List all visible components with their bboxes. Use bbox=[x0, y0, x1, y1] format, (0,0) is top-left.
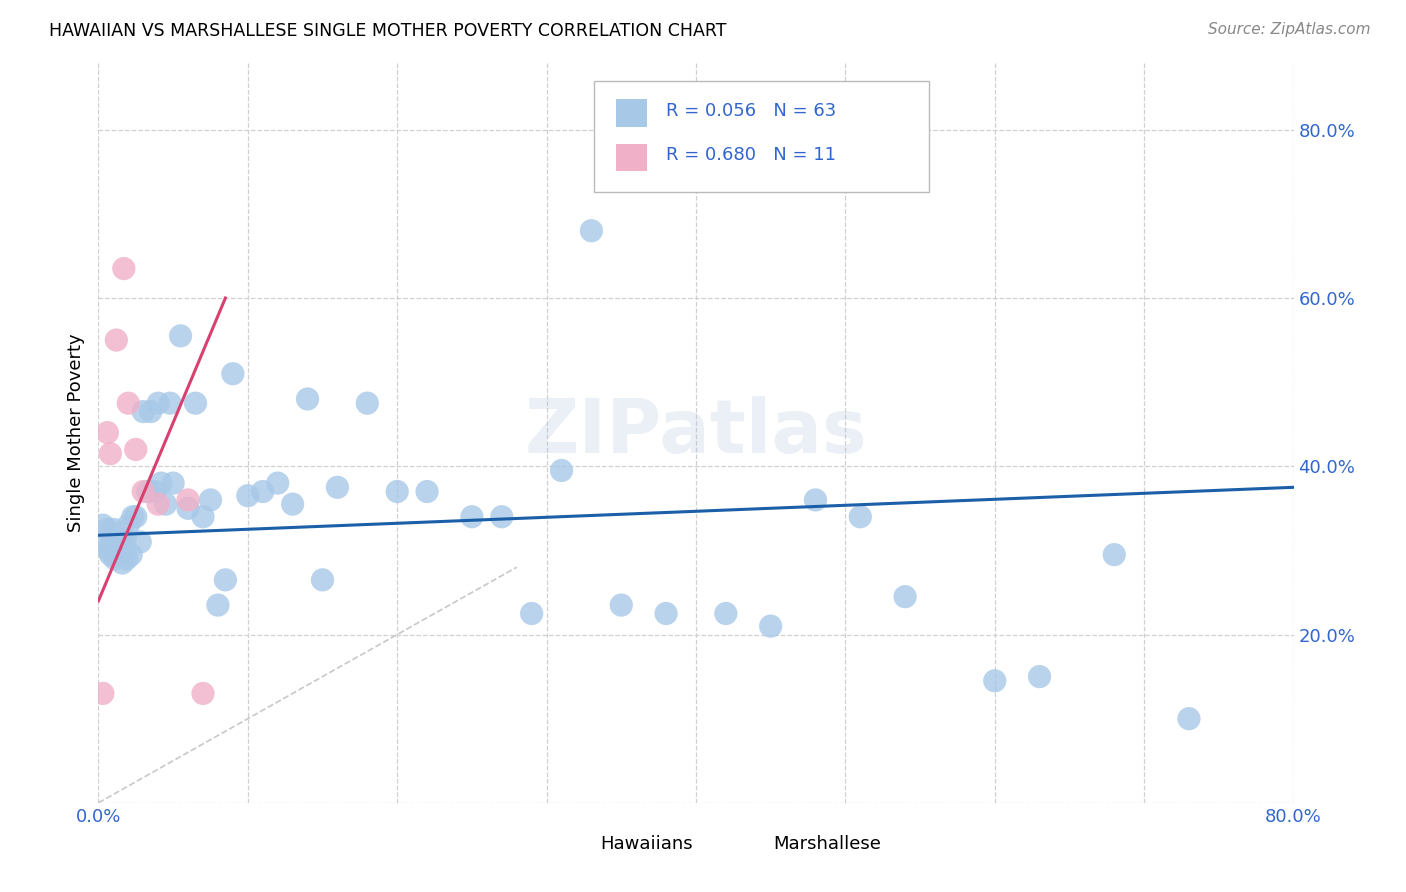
Point bbox=[200, 492, 222, 507]
Text: R = 0.680   N = 11: R = 0.680 N = 11 bbox=[666, 146, 837, 164]
Point bbox=[385, 484, 409, 499]
Point bbox=[984, 673, 1007, 688]
Point bbox=[191, 509, 214, 524]
Point bbox=[110, 535, 132, 549]
Point bbox=[103, 522, 125, 536]
Point bbox=[125, 509, 148, 524]
Point bbox=[1104, 548, 1126, 562]
Point bbox=[114, 531, 136, 545]
Point bbox=[104, 551, 127, 566]
Point bbox=[115, 551, 138, 566]
FancyBboxPatch shape bbox=[728, 830, 765, 857]
Point bbox=[132, 404, 155, 418]
Point bbox=[91, 686, 114, 700]
Point bbox=[581, 224, 603, 238]
FancyBboxPatch shape bbox=[616, 144, 647, 171]
Point bbox=[326, 480, 349, 494]
Point bbox=[281, 497, 304, 511]
Point bbox=[162, 476, 184, 491]
Point bbox=[804, 492, 827, 507]
Text: Source: ZipAtlas.com: Source: ZipAtlas.com bbox=[1208, 22, 1371, 37]
Text: HAWAIIAN VS MARSHALLESE SINGLE MOTHER POVERTY CORRELATION CHART: HAWAIIAN VS MARSHALLESE SINGLE MOTHER PO… bbox=[49, 22, 727, 40]
Point bbox=[107, 548, 129, 562]
Point bbox=[112, 539, 135, 553]
Point bbox=[1028, 670, 1050, 684]
Text: Hawaiians: Hawaiians bbox=[600, 835, 693, 853]
FancyBboxPatch shape bbox=[595, 81, 929, 192]
Point bbox=[169, 329, 191, 343]
Point bbox=[177, 492, 200, 507]
Point bbox=[96, 522, 118, 536]
Point bbox=[91, 518, 114, 533]
Point bbox=[98, 548, 122, 562]
Point bbox=[132, 484, 155, 499]
Point bbox=[101, 535, 124, 549]
Point bbox=[177, 501, 200, 516]
Point bbox=[297, 392, 319, 406]
Point bbox=[550, 463, 572, 477]
Point bbox=[356, 396, 378, 410]
Point bbox=[155, 497, 177, 511]
Point bbox=[461, 509, 484, 524]
Point bbox=[94, 535, 117, 549]
Text: Marshallese: Marshallese bbox=[773, 835, 882, 853]
Point bbox=[759, 619, 782, 633]
Point bbox=[252, 484, 274, 499]
Point bbox=[111, 556, 134, 570]
Point bbox=[236, 489, 259, 503]
Point bbox=[150, 476, 173, 491]
Point bbox=[129, 535, 152, 549]
Point bbox=[267, 476, 290, 491]
Point bbox=[159, 396, 181, 410]
Point bbox=[105, 539, 128, 553]
Point bbox=[148, 497, 170, 511]
Point bbox=[105, 333, 128, 347]
Point bbox=[117, 518, 139, 533]
Point bbox=[148, 396, 170, 410]
Point bbox=[136, 484, 159, 499]
Point bbox=[112, 261, 135, 276]
Point bbox=[143, 484, 166, 499]
Point bbox=[491, 509, 513, 524]
Text: R = 0.056   N = 63: R = 0.056 N = 63 bbox=[666, 102, 837, 120]
Point bbox=[184, 396, 207, 410]
Point bbox=[311, 573, 333, 587]
Text: ZIPatlas: ZIPatlas bbox=[524, 396, 868, 469]
Y-axis label: Single Mother Poverty: Single Mother Poverty bbox=[66, 334, 84, 532]
FancyBboxPatch shape bbox=[616, 99, 647, 127]
Point bbox=[894, 590, 917, 604]
Point bbox=[96, 425, 118, 440]
Point bbox=[655, 607, 678, 621]
FancyBboxPatch shape bbox=[555, 830, 592, 857]
Point bbox=[120, 548, 142, 562]
Point bbox=[714, 607, 737, 621]
Point bbox=[520, 607, 543, 621]
Point bbox=[191, 686, 214, 700]
Point bbox=[416, 484, 439, 499]
Point bbox=[207, 598, 229, 612]
Point bbox=[222, 367, 245, 381]
Point bbox=[1178, 712, 1201, 726]
Point bbox=[214, 573, 236, 587]
Point bbox=[610, 598, 633, 612]
Point bbox=[121, 509, 143, 524]
Point bbox=[125, 442, 148, 457]
Point bbox=[139, 404, 162, 418]
Point bbox=[117, 396, 139, 410]
Point bbox=[849, 509, 872, 524]
Point bbox=[97, 543, 120, 558]
Point bbox=[98, 447, 122, 461]
